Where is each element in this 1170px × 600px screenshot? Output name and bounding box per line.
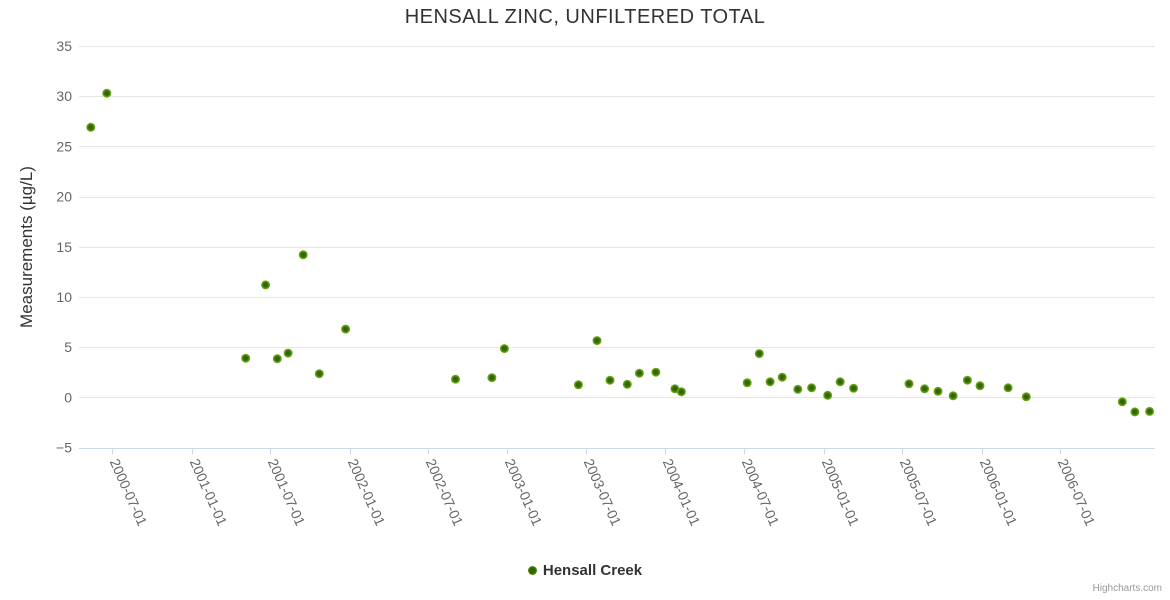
data-point[interactable] — [807, 383, 817, 393]
data-point[interactable] — [1145, 406, 1155, 416]
data-point[interactable] — [777, 372, 787, 382]
data-point[interactable] — [1021, 392, 1031, 402]
y-axis-label: 0 — [64, 389, 72, 405]
data-point[interactable] — [451, 374, 460, 384]
legend-label: Hensall Creek — [542, 562, 643, 579]
highcharts-credits-link[interactable]: Highcharts.com — [1092, 583, 1162, 594]
data-point[interactable] — [933, 386, 943, 396]
data-point[interactable] — [754, 349, 764, 359]
x-axis-label: 2005-01-01 — [819, 456, 863, 528]
x-axis-label: 2004-07-01 — [739, 456, 783, 528]
data-point[interactable] — [499, 344, 509, 354]
x-axis-label: 2001-01-01 — [187, 456, 231, 528]
chart-title: HENSALL ZINC, UNFILTERED TOTAL — [404, 6, 766, 28]
data-point[interactable] — [835, 377, 845, 387]
data-point[interactable] — [272, 354, 282, 364]
data-point[interactable] — [241, 353, 251, 363]
data-point[interactable] — [592, 336, 602, 346]
data-point[interactable] — [651, 367, 661, 377]
x-axis-label: 2002-07-01 — [423, 456, 467, 528]
x-axis-label: 2003-01-01 — [502, 456, 546, 528]
y-axis-label: −5 — [56, 440, 72, 456]
data-point[interactable] — [605, 375, 615, 385]
x-axis-label: 2004-01-01 — [660, 456, 704, 528]
x-axis-label: 2006-07-01 — [1055, 456, 1099, 528]
x-axis-label: 2005-07-01 — [897, 456, 941, 528]
data-point[interactable] — [948, 391, 958, 401]
data-point[interactable] — [975, 381, 985, 391]
data-point[interactable] — [102, 88, 112, 98]
data-point[interactable] — [298, 250, 308, 260]
data-point[interactable] — [920, 384, 930, 394]
legend: Hensall Creek — [0, 562, 1170, 579]
y-axis-label: 30 — [56, 88, 72, 104]
x-axis-label: 2000-07-01 — [107, 456, 151, 528]
data-point[interactable] — [1003, 383, 1013, 393]
data-point[interactable] — [1117, 397, 1127, 407]
data-point[interactable] — [676, 387, 686, 397]
data-point[interactable] — [823, 390, 833, 400]
y-axis-title: Measurements (µg/L) — [17, 166, 36, 328]
data-point[interactable] — [765, 377, 775, 387]
data-point[interactable] — [962, 375, 972, 385]
data-point[interactable] — [487, 373, 497, 383]
y-axis-label: 20 — [56, 189, 72, 205]
data-point[interactable] — [261, 280, 271, 290]
data-point[interactable] — [849, 383, 859, 393]
legend-item-hensall-creek[interactable]: Hensall Creek — [527, 562, 643, 579]
data-point[interactable] — [341, 324, 351, 334]
data-point[interactable] — [1130, 407, 1140, 417]
x-axis-label: 2003-07-01 — [581, 456, 625, 528]
x-axis-label: 2001-07-01 — [265, 456, 309, 528]
y-axis-label: 5 — [64, 339, 72, 355]
data-point[interactable] — [283, 348, 293, 358]
data-point[interactable] — [742, 378, 752, 388]
y-axis-label: 25 — [56, 138, 72, 154]
x-axis-label: 2006-01-01 — [977, 456, 1021, 528]
data-point[interactable] — [634, 368, 644, 378]
y-axis-label: 10 — [56, 289, 72, 305]
data-point[interactable] — [793, 384, 803, 394]
data-point[interactable] — [314, 369, 324, 379]
series-marker-icon — [527, 566, 537, 575]
y-axis-label: 15 — [56, 239, 72, 255]
data-point[interactable] — [622, 379, 632, 389]
data-point[interactable] — [573, 380, 583, 390]
y-axis-label: 35 — [56, 38, 72, 54]
x-axis-label: 2002-01-01 — [345, 456, 389, 528]
data-point[interactable] — [86, 122, 96, 132]
data-point[interactable] — [904, 379, 914, 389]
